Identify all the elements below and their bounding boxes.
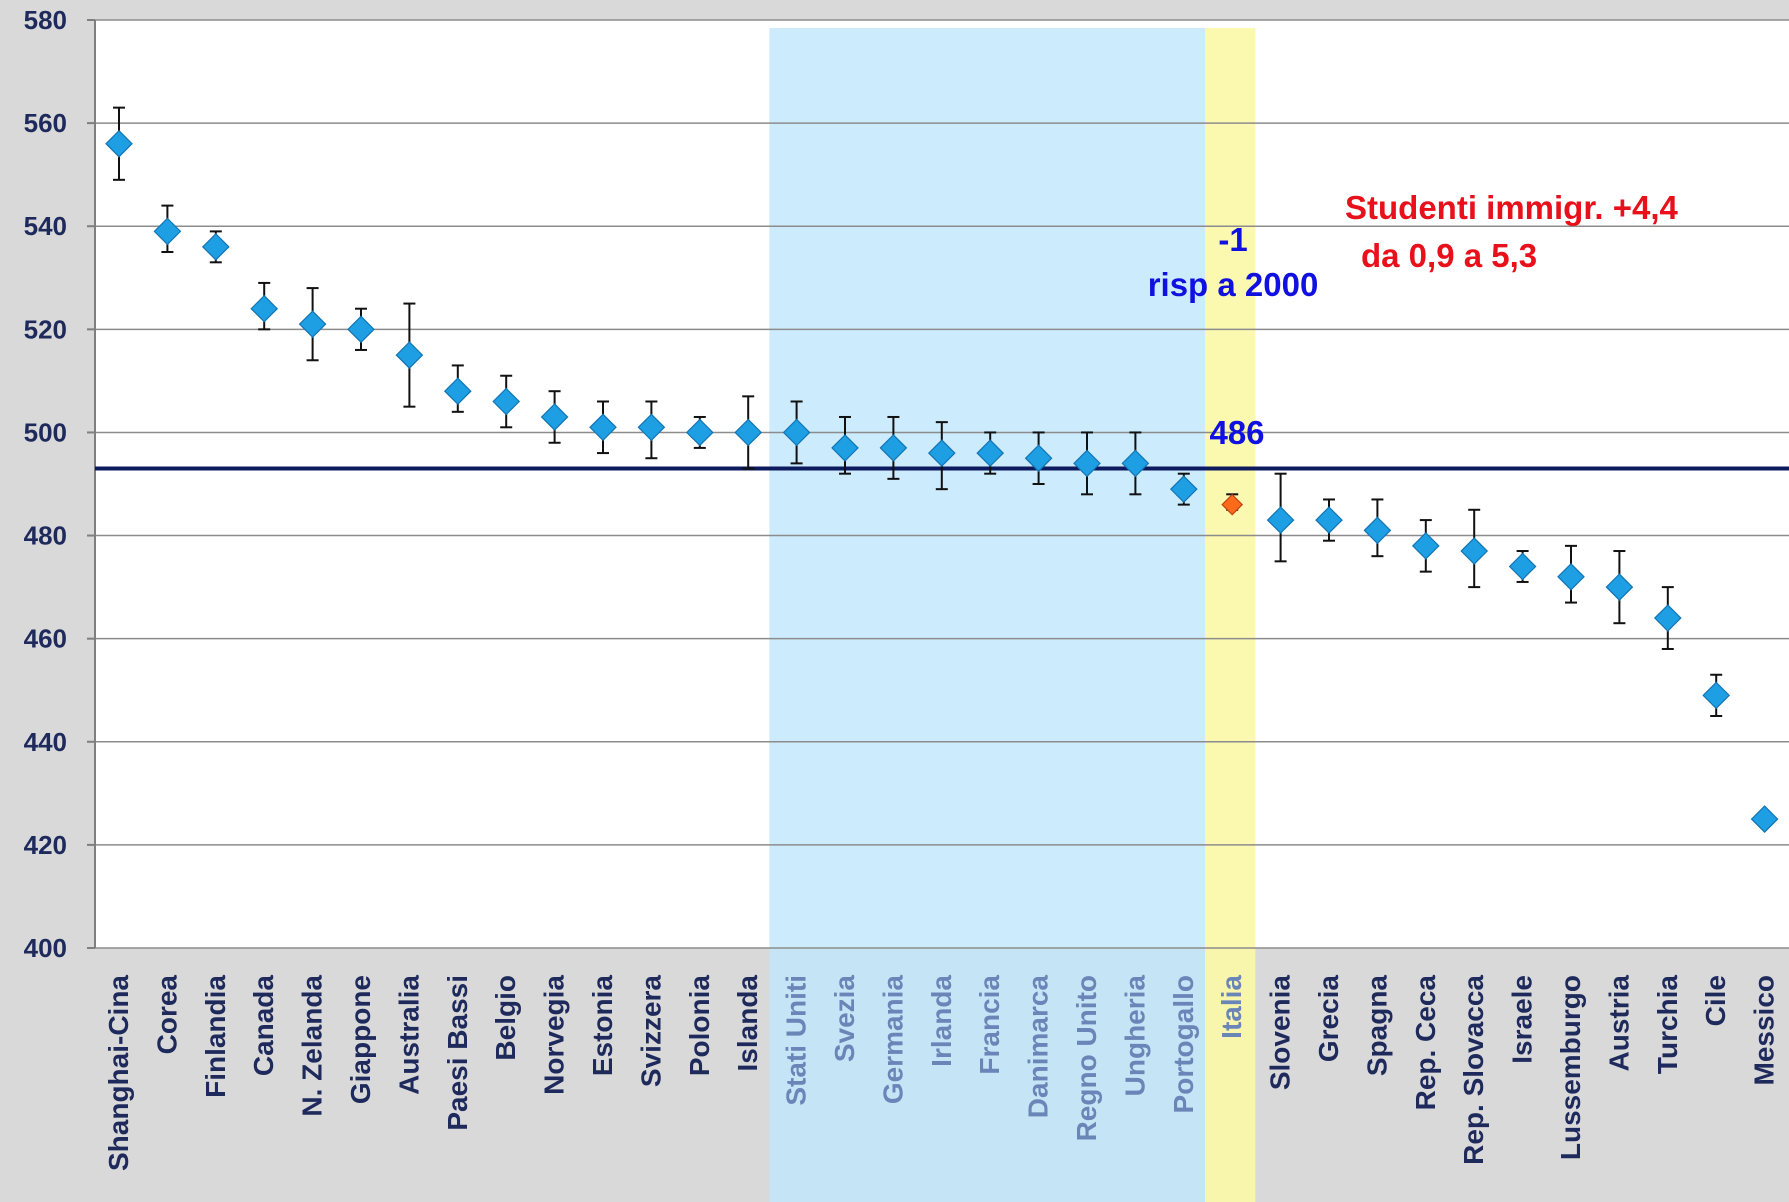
data-marker bbox=[443, 377, 472, 406]
data-marker bbox=[1653, 604, 1682, 632]
x-tick-label: Belgio bbox=[490, 975, 521, 1061]
data-marker bbox=[1557, 562, 1585, 591]
data-marker bbox=[734, 418, 763, 447]
highlight-band-blue bbox=[769, 28, 1205, 1202]
data-marker bbox=[1266, 506, 1295, 534]
data-marker bbox=[1315, 506, 1343, 534]
y-tick-label: 460 bbox=[24, 624, 67, 654]
data-marker bbox=[298, 310, 327, 339]
x-tick-label: Stati Uniti bbox=[781, 975, 812, 1106]
y-tick-label: 560 bbox=[24, 108, 67, 138]
annotation-immigrant-line1: Studenti immigr. +4,4 bbox=[1345, 189, 1678, 226]
x-tick-label: Shanghai-Cina bbox=[103, 975, 134, 1171]
x-tick-label: Israele bbox=[1507, 975, 1538, 1064]
data-marker bbox=[1605, 573, 1634, 601]
gridlines bbox=[95, 19, 1789, 949]
data-marker bbox=[1411, 532, 1440, 560]
y-tick-label: 480 bbox=[24, 521, 67, 551]
data-marker bbox=[1750, 805, 1779, 833]
y-tick-label: 400 bbox=[24, 933, 67, 963]
data-marker bbox=[782, 418, 811, 447]
data-marker bbox=[347, 315, 375, 344]
data-marker bbox=[1363, 516, 1392, 545]
data-marker bbox=[976, 439, 1005, 467]
x-axis-labels: Shanghai-Cina Corea Finlandia Canada N. Zela… bbox=[103, 975, 1780, 1171]
y-tick-label: 540 bbox=[24, 211, 67, 241]
y-tick-label: 420 bbox=[24, 830, 67, 860]
data-marker bbox=[1508, 552, 1537, 581]
annotation-change-value: -1 bbox=[1218, 221, 1247, 258]
x-tick-label: Austria bbox=[1603, 975, 1634, 1072]
y-axis-ticks: 400 420 440 460 480 500 520 540 560 580 bbox=[24, 5, 95, 963]
x-tick-label: Regno Unito bbox=[1071, 975, 1102, 1141]
data-marker bbox=[492, 387, 521, 416]
data-marker bbox=[1460, 537, 1489, 565]
data-marker-highlight bbox=[1221, 493, 1244, 516]
x-tick-label: Norvegia bbox=[539, 975, 570, 1095]
x-tick-label: Cile bbox=[1700, 975, 1731, 1026]
x-tick-label: Corea bbox=[151, 975, 182, 1055]
data-marker bbox=[637, 413, 666, 442]
data-marker bbox=[540, 403, 569, 431]
x-tick-label: Svizzera bbox=[635, 975, 666, 1087]
x-tick-label: Canada bbox=[248, 975, 279, 1077]
x-tick-label: Slovenia bbox=[1265, 975, 1296, 1091]
x-tick-label: Giappone bbox=[345, 975, 376, 1104]
annotation-change-label: risp a 2000 bbox=[1148, 266, 1319, 303]
x-tick-label: Germania bbox=[877, 975, 908, 1105]
y-tick-label: 520 bbox=[24, 314, 67, 344]
data-marker bbox=[201, 232, 230, 261]
data-marker bbox=[685, 418, 714, 447]
x-tick-label: Portogallo bbox=[1168, 975, 1199, 1113]
x-tick-label: Lussemburgo bbox=[1555, 975, 1586, 1160]
data-marker bbox=[1169, 475, 1198, 504]
data-marker bbox=[250, 294, 279, 323]
x-tick-label: Rep. Slovacca bbox=[1458, 975, 1489, 1165]
x-tick-label: Italia bbox=[1216, 975, 1247, 1039]
y-tick-label: 440 bbox=[24, 727, 67, 757]
x-tick-label: Spagna bbox=[1361, 975, 1392, 1077]
x-tick-label: Danimarca bbox=[1023, 975, 1054, 1119]
x-tick-label: Francia bbox=[974, 975, 1005, 1075]
x-tick-label: Ungheria bbox=[1119, 975, 1150, 1097]
annotation-italy-score: 486 bbox=[1209, 414, 1264, 451]
x-tick-label: Polonia bbox=[684, 975, 715, 1077]
data-marker bbox=[1024, 444, 1053, 473]
data-marker bbox=[589, 413, 617, 442]
x-tick-label: N. Zelanda bbox=[297, 975, 328, 1117]
y-tick-label: 500 bbox=[24, 417, 67, 447]
x-tick-label: Svezia bbox=[829, 975, 860, 1063]
data-marker bbox=[831, 434, 859, 462]
x-tick-label: Australia bbox=[393, 975, 424, 1095]
x-tick-label: Estonia bbox=[587, 975, 618, 1077]
x-tick-label: Paesi Bassi bbox=[442, 975, 473, 1131]
highlight-band-italy bbox=[1205, 28, 1256, 1202]
x-tick-label: Islanda bbox=[732, 975, 763, 1072]
data-marker bbox=[1073, 449, 1101, 478]
x-tick-label: Rep. Ceca bbox=[1410, 975, 1441, 1111]
y-tick-label: 580 bbox=[24, 5, 67, 35]
annotation-immigrant-line2: da 0,9 a 5,3 bbox=[1361, 237, 1537, 274]
data-marker bbox=[395, 341, 424, 369]
data-marker bbox=[105, 129, 133, 158]
data-marker bbox=[1702, 681, 1731, 710]
data-markers bbox=[105, 129, 1779, 833]
data-marker bbox=[927, 439, 956, 467]
x-tick-label: Irlanda bbox=[926, 975, 957, 1067]
x-tick-label: Finlandia bbox=[200, 975, 231, 1098]
data-marker bbox=[1121, 449, 1150, 478]
x-tick-label: Grecia bbox=[1313, 975, 1344, 1063]
data-marker bbox=[153, 217, 182, 246]
x-tick-label: Messico bbox=[1749, 975, 1780, 1086]
x-tick-label: Turchia bbox=[1652, 975, 1683, 1074]
data-marker bbox=[879, 434, 908, 462]
